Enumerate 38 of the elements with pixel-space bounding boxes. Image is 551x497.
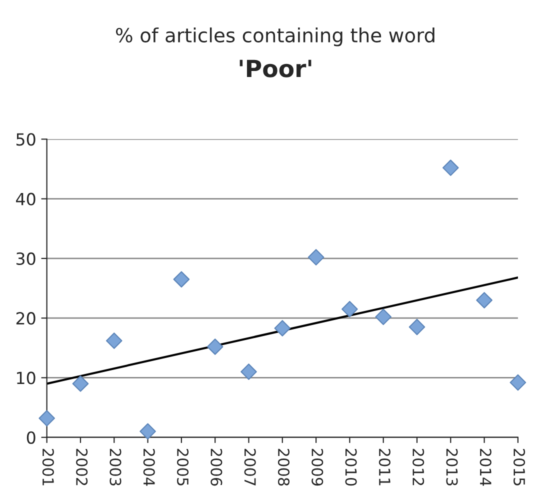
x-tick-label: 2001 — [42, 448, 54, 486]
y-tick-label: 0 — [26, 431, 36, 444]
point — [476, 292, 492, 308]
y-tick-label: 50 — [16, 133, 36, 146]
point — [442, 160, 459, 176]
x-tick-label: 2002 — [76, 448, 88, 486]
y-tick-label: 20 — [16, 312, 36, 325]
x-tick-label: 2014 — [480, 448, 492, 486]
x-tick-label: 2013 — [446, 448, 458, 486]
point — [240, 364, 257, 380]
x-tick-label: 2011 — [378, 448, 390, 486]
x-tick-label: 2004 — [143, 448, 155, 486]
x-tick-label: 2008 — [278, 448, 290, 486]
point — [375, 308, 392, 326]
x-tick-label: 2009 — [312, 448, 324, 486]
x-tick-label: 2015 — [514, 448, 526, 486]
y-tick-label: 30 — [16, 252, 36, 266]
point — [510, 374, 526, 391]
x-tick-label: 2005 — [177, 448, 189, 486]
point — [173, 271, 190, 288]
point — [408, 318, 426, 336]
x-tick-label: 2007 — [244, 448, 256, 486]
y-tick-label: 40 — [16, 192, 36, 206]
x-tick-label: 2012 — [412, 448, 424, 486]
chart-title: % of articles containing the word — [116, 27, 434, 46]
point — [38, 410, 55, 426]
chart-subtitle: 'Poor' — [240, 60, 312, 78]
point — [342, 300, 358, 318]
point — [206, 338, 224, 355]
x-tick-label: 2003 — [110, 448, 122, 486]
point — [106, 332, 122, 349]
y-tick-label: 10 — [17, 372, 36, 384]
point — [274, 320, 291, 336]
point — [140, 423, 156, 440]
x-tick-label: 2010 — [345, 448, 357, 486]
point — [308, 249, 324, 266]
x-tick-label: 2006 — [210, 448, 222, 486]
point — [72, 376, 89, 392]
